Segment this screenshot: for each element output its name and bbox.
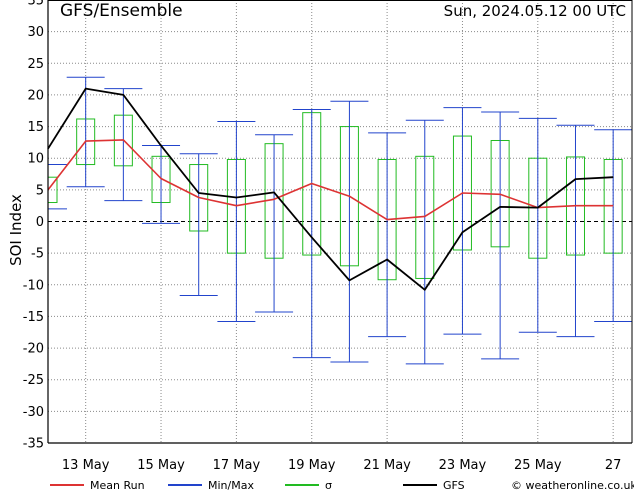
legend-mean-label: Mean Run (90, 479, 145, 490)
x-tick-label: 15 May (137, 458, 185, 473)
series-lines (47, 87, 614, 291)
x-tick-label: 21 May (363, 458, 411, 473)
y-tick-label: 25 (27, 57, 44, 72)
x-tick-label: 25 May (514, 458, 562, 473)
y-tick-label: 10 (27, 152, 44, 167)
legend-minmax-label: Min/Max (208, 479, 254, 490)
y-tick-label: 5 (36, 183, 44, 198)
y-tick-label: -10 (23, 278, 44, 293)
x-tick-label: 19 May (288, 458, 336, 473)
legend: Mean Run Min/Max σ GFS © weatheronline.c… (50, 479, 634, 490)
y-tick-label: 35 (27, 0, 44, 9)
y-tick-label: -30 (23, 405, 44, 420)
legend-min-max: Min/Max (168, 479, 254, 490)
legend-mean-run: Mean Run (50, 479, 145, 490)
minmax-whiskers (48, 76, 632, 365)
y-tick-label: -25 (23, 373, 44, 388)
y-tick-label: -35 (23, 437, 44, 452)
x-tick-label: 27 (605, 458, 622, 473)
y-tick-label: 15 (27, 120, 44, 135)
tick-labels: 35 30 25 20 15 10 5 0 -5 -10 -15 -20 -25 -30 -35 13 May… (23, 0, 622, 473)
y-tick-label: 20 (27, 88, 44, 103)
credit-text: © weatheronline.co.uk (511, 479, 634, 490)
x-tick-label: 23 May (439, 458, 487, 473)
y-tick-label: 30 (27, 25, 44, 40)
y-tick-label: 0 (36, 215, 44, 230)
legend-sigma-label: σ (325, 479, 332, 490)
axes (47, 0, 633, 444)
x-tick-label: 17 May (213, 458, 261, 473)
y-tick-label: -15 (23, 310, 44, 325)
mean-run-line (47, 139, 614, 221)
gfs-line (47, 87, 614, 291)
legend-gfs-label: GFS (443, 479, 465, 490)
y-tick-label: -20 (23, 342, 44, 357)
x-tick-label: 13 May (62, 458, 110, 473)
date-label: Sun, 2024.05.12 00 UTC (444, 2, 626, 20)
legend-sigma: σ (285, 479, 332, 490)
chart-title: GFS/Ensemble (60, 1, 183, 21)
y-tick-label: -5 (31, 247, 44, 262)
y-axis-label: SOI Index (7, 194, 25, 266)
legend-gfs: GFS (403, 479, 465, 490)
